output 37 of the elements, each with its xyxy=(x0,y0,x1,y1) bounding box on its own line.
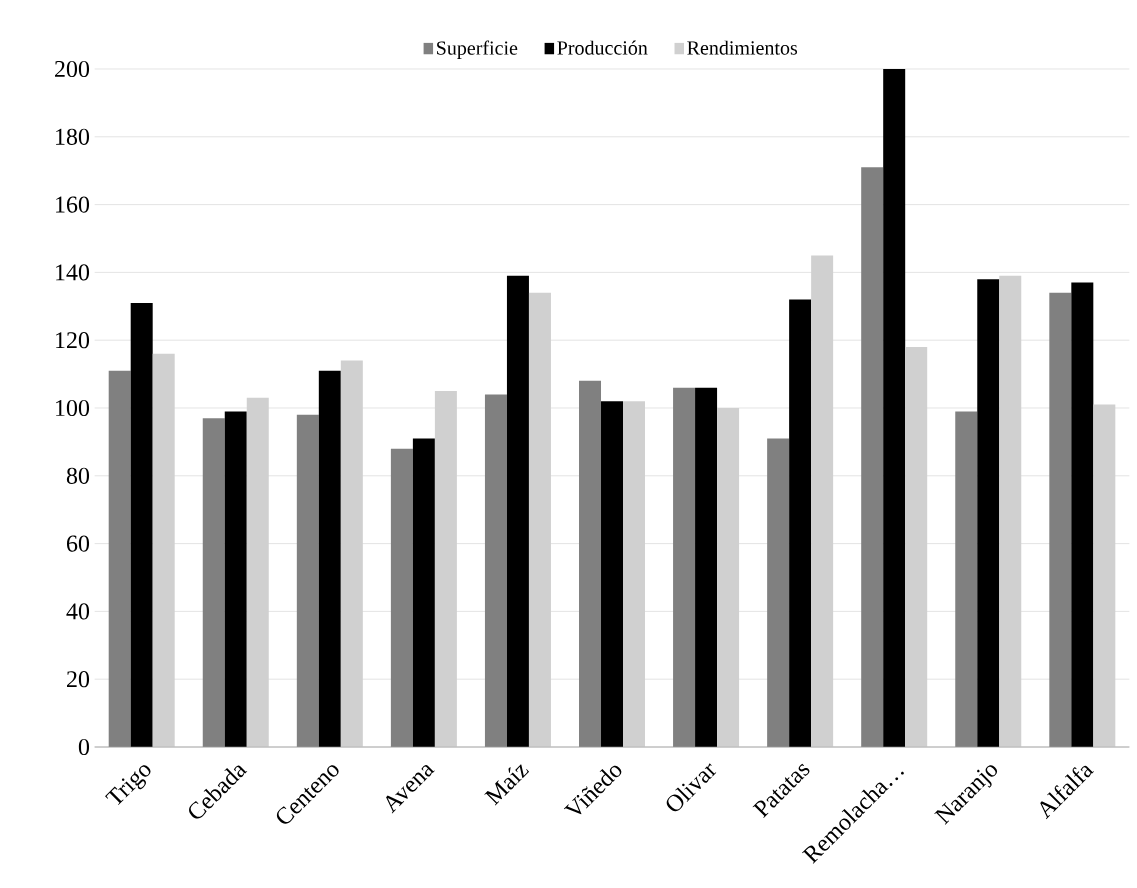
bar xyxy=(1071,282,1094,747)
bar xyxy=(977,279,1000,747)
y-tick-label: 40 xyxy=(66,603,90,620)
y-tick-label: 160 xyxy=(56,196,90,213)
bar xyxy=(789,299,812,747)
bar xyxy=(130,302,153,747)
bar xyxy=(296,414,319,747)
y-tick-label: 140 xyxy=(56,264,90,281)
bar xyxy=(695,387,718,747)
y-tick-label: 200 xyxy=(55,60,90,78)
bar xyxy=(955,411,978,747)
bar xyxy=(318,370,341,747)
bar xyxy=(390,448,413,747)
x-tick-label: Trigo xyxy=(105,765,151,806)
y-tick-label: 80 xyxy=(66,467,90,484)
bar xyxy=(202,418,225,747)
legend-label: Rendimientos xyxy=(687,40,798,55)
y-tick-label: 120 xyxy=(56,332,90,349)
legend-label: Producción xyxy=(557,40,648,55)
bar xyxy=(579,380,602,747)
bar xyxy=(412,438,435,747)
y-tick-label: 60 xyxy=(66,535,90,552)
bar xyxy=(484,394,507,747)
legend-label: Superficie xyxy=(437,40,518,59)
y-tick-label: 180 xyxy=(56,128,90,145)
y-tick-label: 100 xyxy=(56,399,90,417)
bar xyxy=(673,387,696,747)
bar xyxy=(883,68,906,747)
bar xyxy=(767,438,790,747)
bar xyxy=(861,167,884,747)
y-tick-label: 0 xyxy=(78,738,90,756)
bar xyxy=(108,370,131,747)
bar xyxy=(1049,292,1072,747)
bar xyxy=(224,411,247,747)
y-tick-label: 20 xyxy=(67,671,90,688)
bar xyxy=(601,401,624,747)
bar xyxy=(506,275,529,747)
